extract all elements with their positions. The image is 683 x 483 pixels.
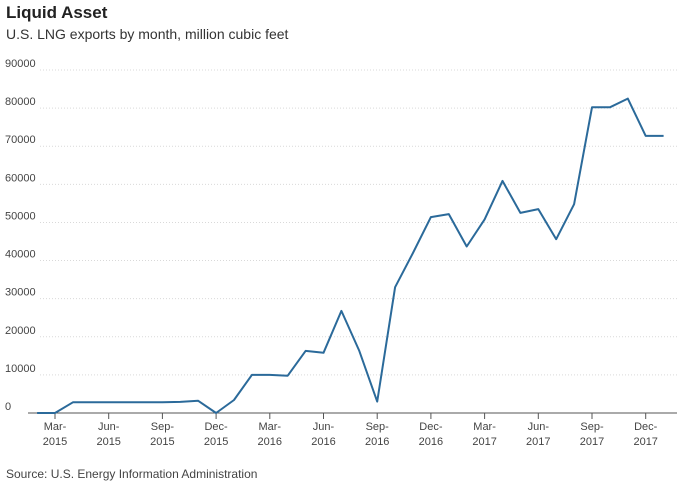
y-tick-label: 50000: [5, 210, 36, 222]
x-tick-label: 2016: [365, 436, 389, 448]
y-tick-label: 80000: [5, 96, 36, 108]
x-tick-label: 2016: [419, 436, 443, 448]
x-tick-label: Dec-: [634, 421, 658, 433]
x-tick-label: Sep-: [366, 421, 390, 433]
y-tick-label: 90000: [5, 58, 36, 70]
y-tick-label: 60000: [5, 172, 36, 184]
x-tick-label: 2016: [311, 436, 335, 448]
x-tick-label: 2017: [526, 436, 550, 448]
x-tick-label: 2017: [472, 436, 496, 448]
x-tick-label: 2017: [633, 436, 657, 448]
x-tick-label: Mar-: [473, 421, 496, 433]
x-tick-label: Jun-: [98, 421, 120, 433]
chart-title: Liquid Asset: [6, 3, 108, 22]
x-tick-label: Mar-: [258, 421, 281, 433]
chart-subtitle: U.S. LNG exports by month, million cubic…: [6, 26, 289, 42]
y-tick-label: 70000: [5, 134, 36, 146]
x-tick-label: 2015: [204, 436, 228, 448]
x-tick-label: Sep-: [151, 421, 175, 433]
x-tick-label: 2017: [580, 436, 604, 448]
x-tick-label: 2016: [258, 436, 282, 448]
x-tick-label: Mar-: [44, 421, 67, 433]
y-tick-label: 30000: [5, 287, 36, 299]
y-tick-label: 40000: [5, 249, 36, 261]
y-tick-label: 20000: [5, 325, 36, 337]
series-line: [37, 97, 664, 414]
x-tick-label: Sep-: [580, 421, 604, 433]
source-note: Source: U.S. Energy Information Administ…: [6, 467, 258, 481]
x-tick-label: Jun-: [528, 421, 550, 433]
x-tick-label: 2015: [150, 436, 174, 448]
x-tick-label: 2015: [43, 436, 67, 448]
y-tick-label: 10000: [5, 363, 36, 375]
x-tick-label: Jun-: [313, 421, 335, 433]
x-tick-label: Dec-: [204, 421, 228, 433]
x-tick-label: 2015: [96, 436, 120, 448]
y-tick-label: 0: [5, 401, 11, 413]
x-tick-label: Dec-: [419, 421, 443, 433]
